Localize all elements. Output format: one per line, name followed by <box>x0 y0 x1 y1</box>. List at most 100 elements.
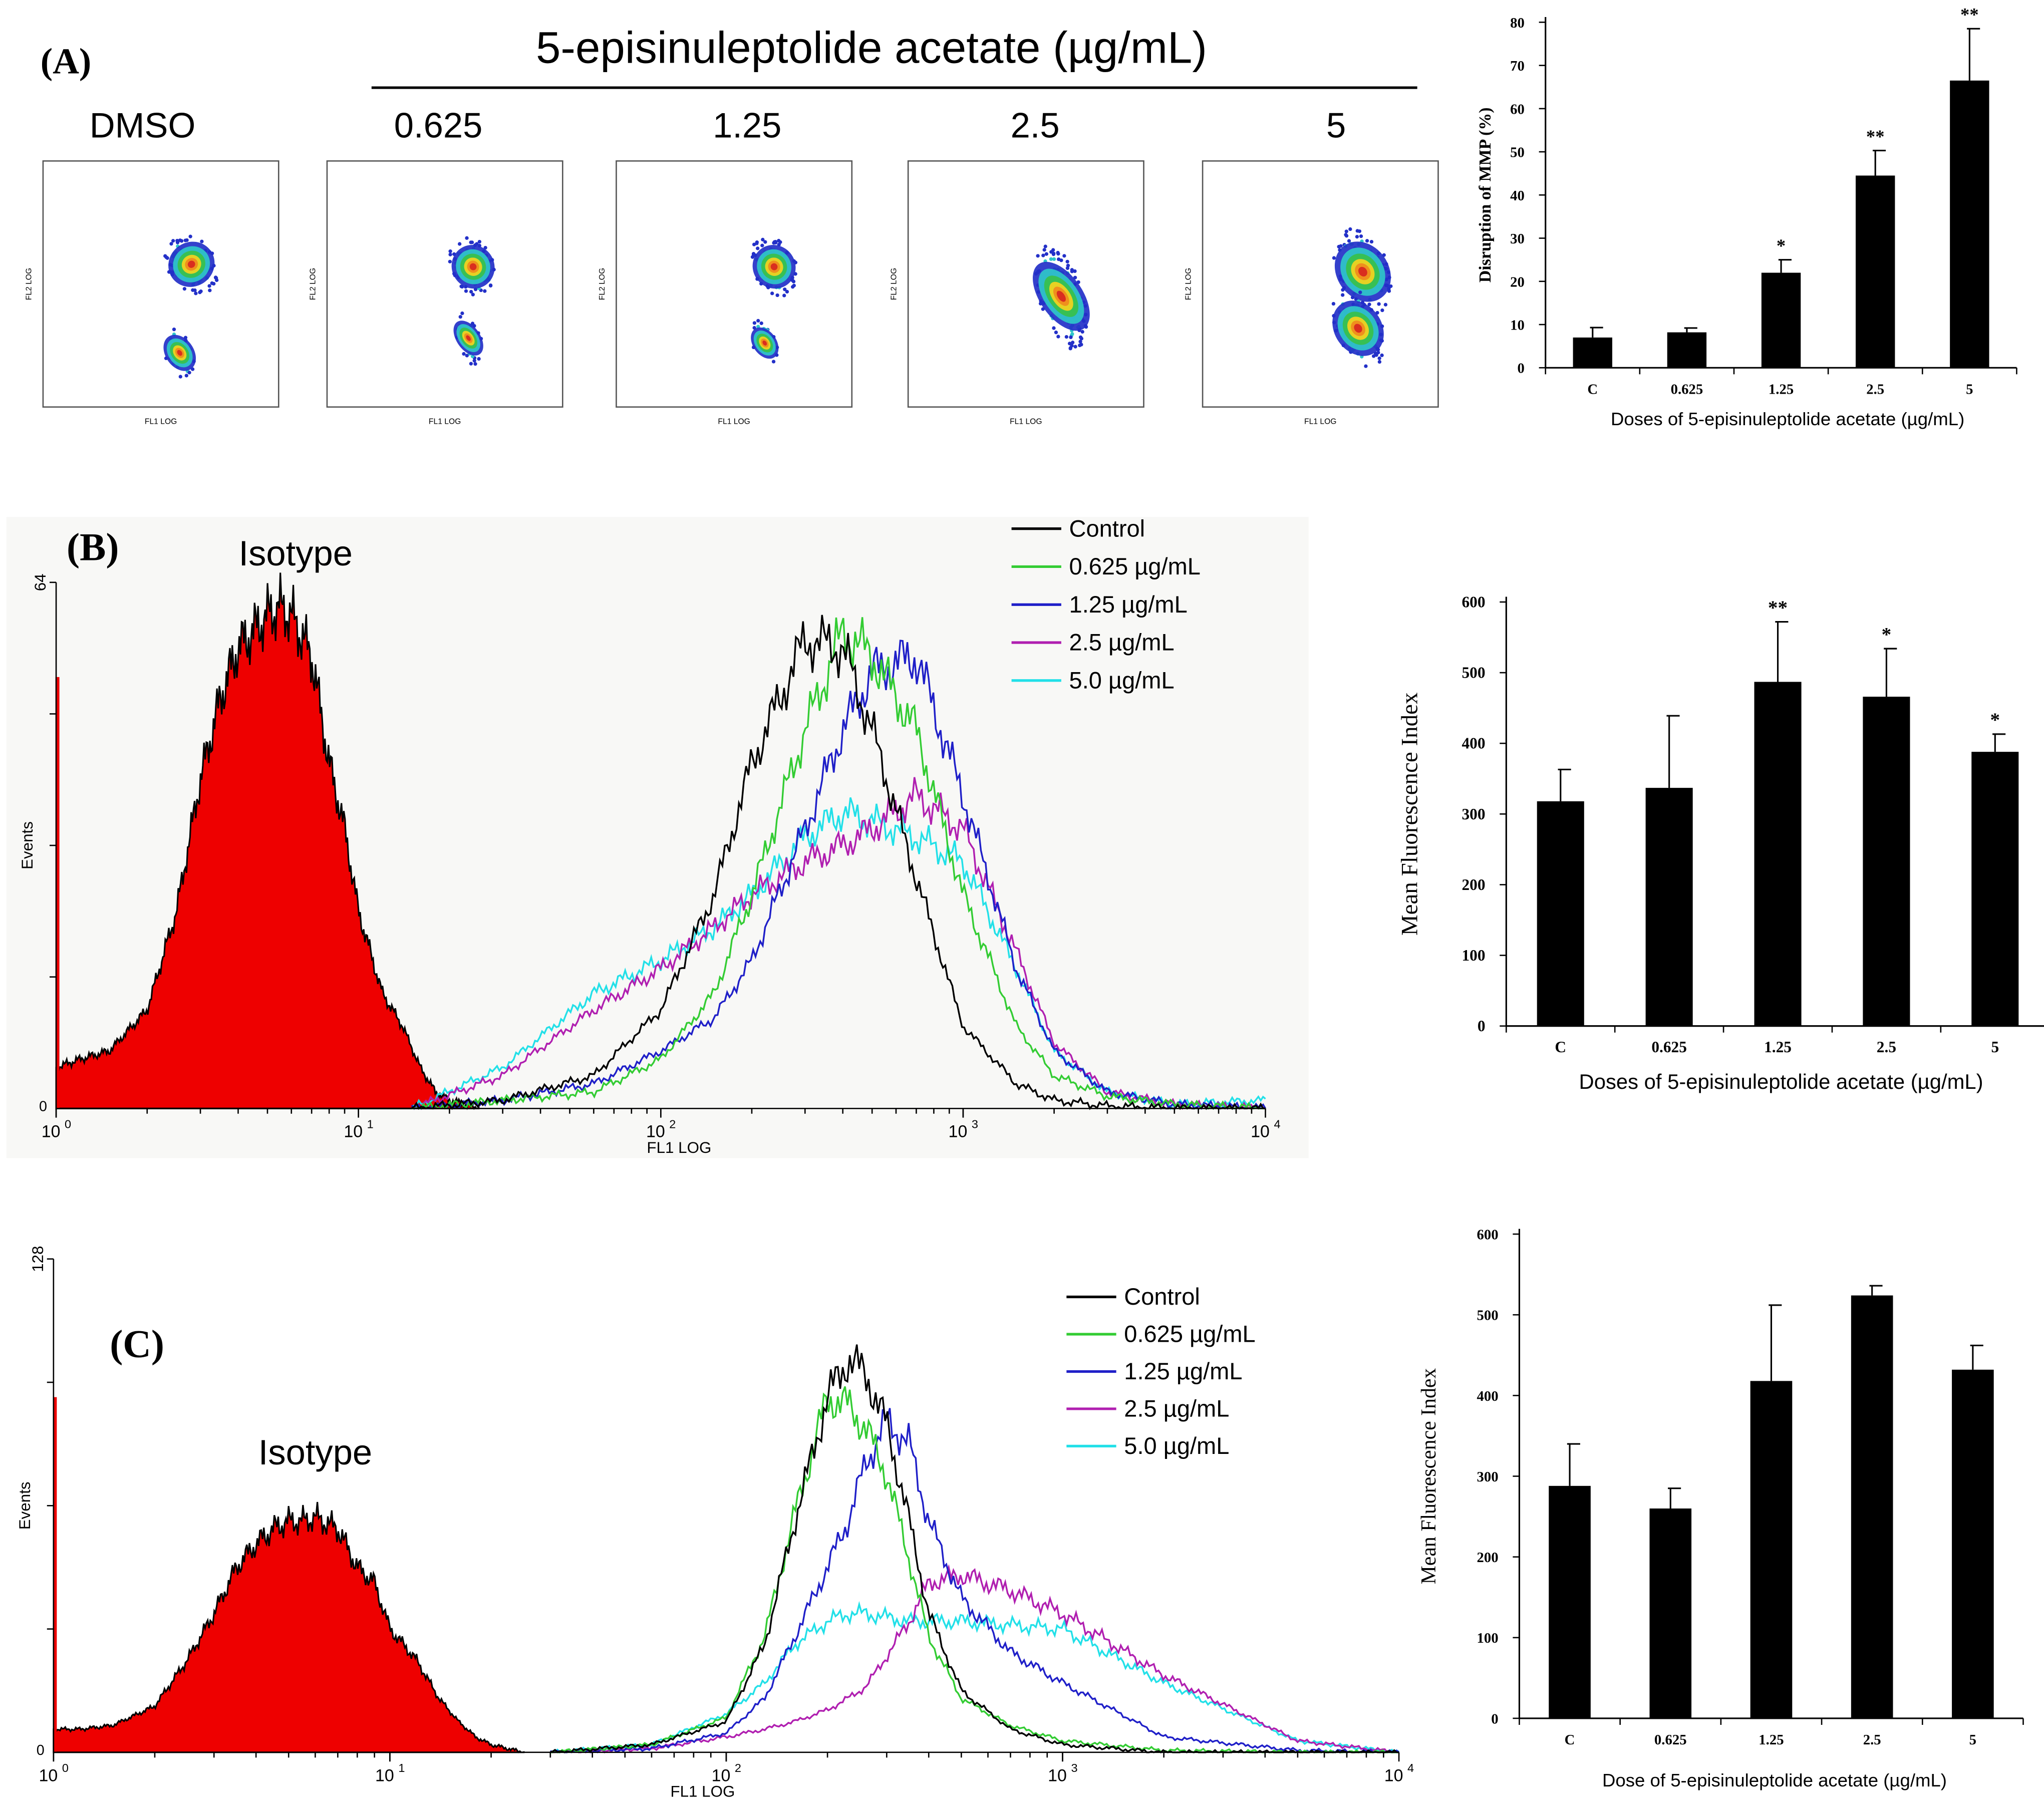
scatter-y-label: FL2 LOG <box>890 268 899 300</box>
scatter-dose-label: DMSO <box>90 105 196 145</box>
y-tick-label: 600 <box>1462 593 1486 611</box>
scatter-event-dot <box>760 243 764 247</box>
scatter-event-dot <box>783 287 787 291</box>
scatter-event-dot <box>208 288 212 292</box>
scatter-event-dot <box>448 249 452 253</box>
x-tick-label: 1.25 <box>1769 382 1794 398</box>
x-tick-label: 10 <box>646 1122 665 1141</box>
histogram-line-5-0-g-ml <box>411 797 1266 1110</box>
scatter-event-dot <box>1348 227 1352 231</box>
bar <box>1851 1295 1893 1718</box>
scatter-event-dot <box>1069 335 1073 340</box>
scatter-event-dot <box>465 354 469 358</box>
y-axis-label: Events <box>19 821 36 869</box>
y-tick-label: 80 <box>1510 15 1525 31</box>
legend-label: 1.25 µg/mL <box>1124 1358 1242 1384</box>
scatter-event-dot <box>1389 284 1393 288</box>
scatter-event-dot <box>470 322 475 326</box>
x-tick-exponent: 4 <box>1407 1761 1414 1774</box>
scatter-event-dot <box>483 289 487 293</box>
scatter-event-dot <box>199 289 203 293</box>
scatter-event-dot <box>1377 302 1381 306</box>
scatter-event-dot <box>1078 340 1082 344</box>
scatter-event-dot <box>1041 253 1045 257</box>
scatter-event-dot <box>1347 239 1351 243</box>
density-contour <box>466 335 471 341</box>
scatter-event-dot <box>756 319 760 323</box>
legend-label: Control <box>1069 515 1145 541</box>
scatter-event-dot <box>1344 229 1348 233</box>
scatter-event-dot <box>194 291 198 295</box>
x-tick-label: 10 <box>375 1766 394 1785</box>
scatter-event-dot <box>460 284 464 289</box>
x-tick-label: 10 <box>42 1122 61 1141</box>
significance-mark: * <box>1990 709 2000 731</box>
scatter-event-dot <box>1052 257 1056 261</box>
scatter-dose-label: 5 <box>1326 105 1346 145</box>
x-tick-label: C <box>1565 1732 1575 1748</box>
scatter-event-dot <box>469 362 473 366</box>
scatter-x-label: FL1 LOG <box>718 418 750 426</box>
scatter-event-dot <box>213 275 218 279</box>
bar <box>1863 697 1910 1026</box>
y-tick-label: 0 <box>39 1098 47 1114</box>
y-max-label: 128 <box>29 1246 47 1272</box>
scatter-event-dot <box>163 254 167 258</box>
x-tick-label: 5 <box>1966 382 1973 398</box>
bar <box>1649 1508 1692 1718</box>
scatter-plot-frame <box>907 160 1144 408</box>
bar <box>1950 80 1989 368</box>
scatter-event-dot <box>458 315 462 319</box>
scatter-event-dot <box>1070 341 1075 345</box>
scatter-event-dot <box>1051 248 1055 252</box>
y-tick-label: 400 <box>1477 1388 1499 1404</box>
scatter-event-dot <box>1383 303 1388 307</box>
x-tick-exponent: 3 <box>1071 1761 1077 1774</box>
scatter-event-dot <box>771 360 776 364</box>
x-tick-exponent: 0 <box>62 1761 69 1774</box>
x-tick-label: 2.5 <box>1866 382 1884 398</box>
significance-mark: ** <box>1768 597 1788 619</box>
y-axis-label: Mean Fluorescence Index <box>1417 1368 1440 1585</box>
y-tick-label: 10 <box>1510 317 1525 333</box>
density-contour <box>187 260 195 268</box>
y-tick-label: 50 <box>1510 145 1525 161</box>
x-tick-exponent: 2 <box>735 1761 741 1774</box>
scatter-event-dot <box>180 239 184 243</box>
bar <box>1952 1369 1994 1718</box>
scatter-event-dot <box>1341 293 1345 297</box>
x-axis-label: FL1 LOG <box>670 1783 735 1800</box>
panel-b-label: (B) <box>67 525 119 568</box>
scatter-plot-frame <box>1202 160 1439 408</box>
x-tick-label: 0.625 <box>1654 1732 1687 1748</box>
scatter-event-dot <box>215 278 219 282</box>
scatter-event-dot <box>172 328 176 332</box>
scatter-event-dot <box>1052 251 1056 255</box>
scatter-event-dot <box>1067 342 1072 346</box>
histogram-line-1-25-g-ml <box>549 1408 1400 1753</box>
significance-mark: ** <box>1960 5 1979 25</box>
x-tick-label: 0.625 <box>1671 382 1703 398</box>
y-axis-label: Disruption of MMP (%) <box>1476 107 1495 282</box>
scatter-event-dot <box>1049 257 1053 261</box>
scatter-plot-frame <box>616 160 853 408</box>
x-tick-exponent: 0 <box>65 1117 71 1130</box>
scatter-event-dot <box>473 362 477 366</box>
scatter-event-dot <box>465 236 469 240</box>
scatter-event-dot <box>1344 233 1348 237</box>
scatter-event-dot <box>752 321 757 325</box>
scatter-y-label: FL2 LOG <box>1185 268 1193 300</box>
density-contour <box>469 263 477 270</box>
x-tick-label: 1.25 <box>1764 1038 1792 1056</box>
legend-label: 2.5 µg/mL <box>1069 629 1175 656</box>
histogram-b: 0 64 Events 10 0 10 1 10 2 10 3 10 4 FL1 LOG <box>19 572 1281 1156</box>
histogram-line-2-5-g-ml <box>411 777 1266 1110</box>
scatter-event-dot <box>1377 360 1382 364</box>
scatter-event-dot <box>1042 248 1046 252</box>
scatter-event-dot <box>171 239 175 243</box>
x-tick-label: 10 <box>1384 1766 1403 1785</box>
panel-b-isotype-label: Isotype <box>239 533 353 573</box>
significance-mark: * <box>1777 235 1786 256</box>
x-tick-label: 10 <box>1048 1766 1067 1785</box>
